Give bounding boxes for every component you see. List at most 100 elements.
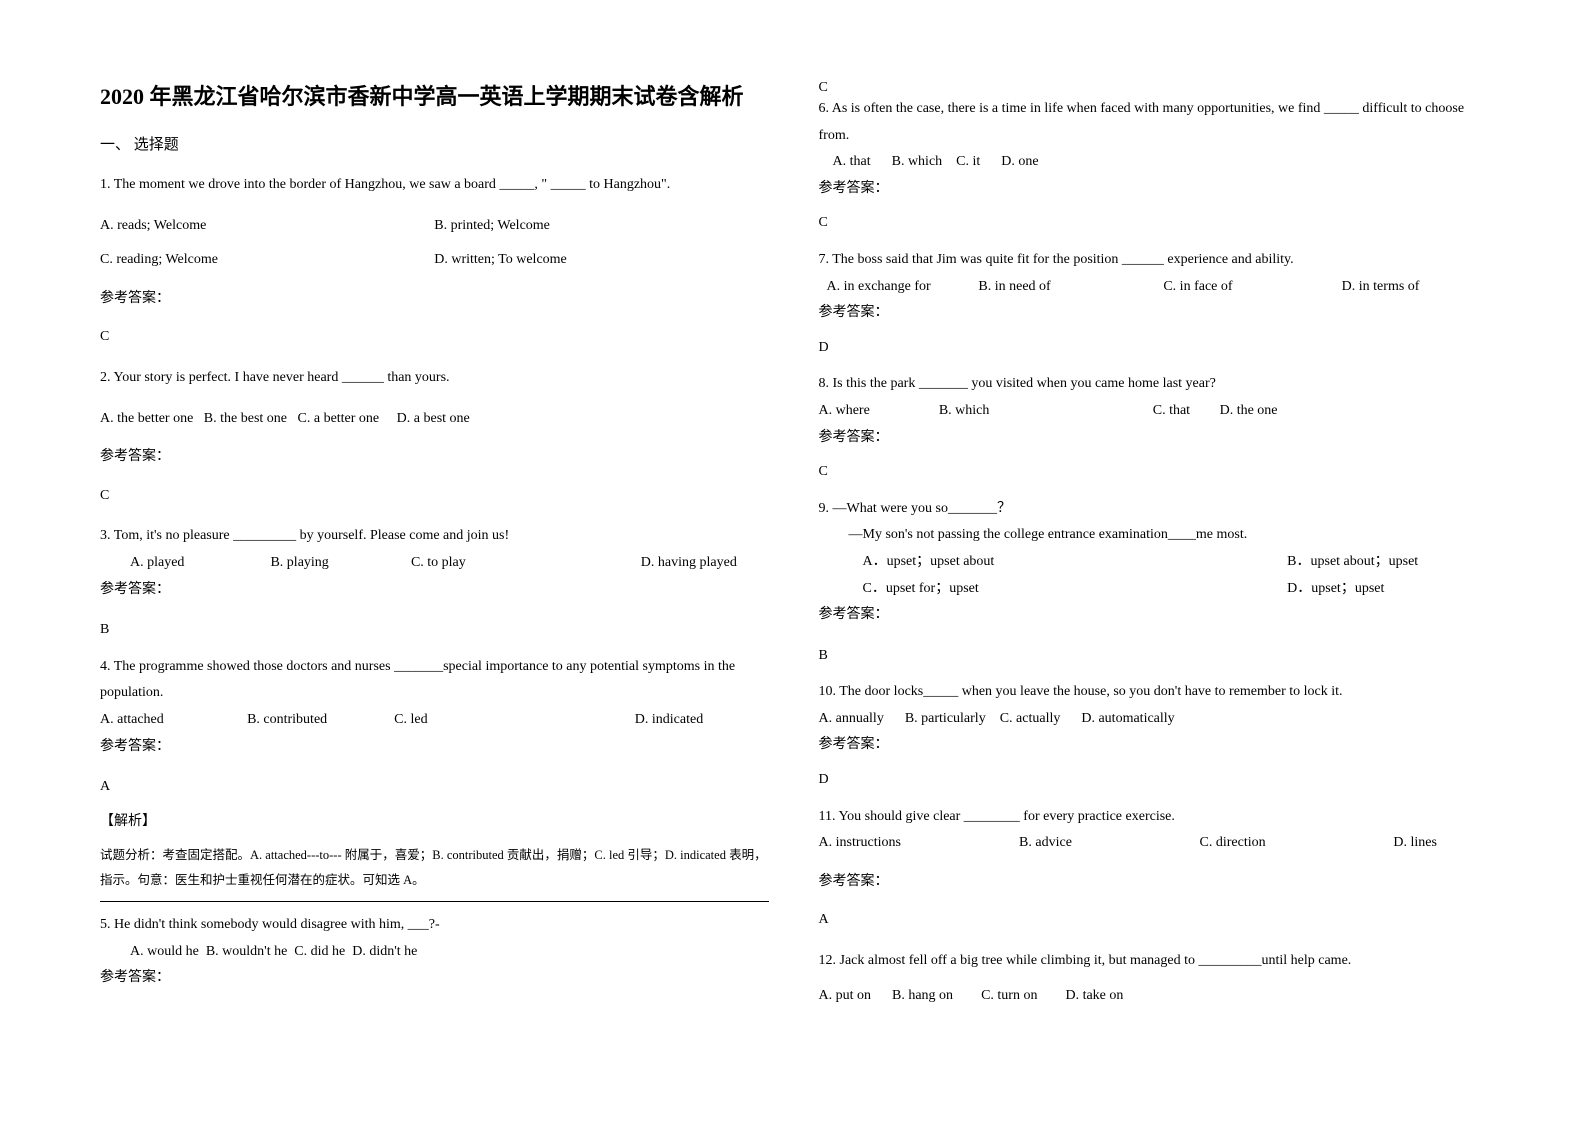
question-text: 7. The boss said that Jim was quite fit … [819,247,1488,274]
question-10: 10. The door locks_____ when you leave t… [819,679,1488,793]
option-d: D. in terms of [1342,274,1487,301]
option-a: A. that [833,149,871,176]
question-text: 11. You should give clear ________ for e… [819,804,1488,831]
option-c: C. did he [294,939,345,966]
answer-label: 参考答案： [100,286,769,313]
options-row: A. played B. playing C. to play D. havin… [100,550,769,577]
option-d: D. take on [1065,983,1123,1010]
question-11: 11. You should give clear ________ for e… [819,804,1488,934]
option-d: D. lines [1393,830,1487,857]
question-text: 2. Your story is perfect. I have never h… [100,365,769,392]
answer-label: 参考答案： [819,300,1488,327]
option-d: D. indicated [635,707,769,734]
option-b: B. particularly [905,706,986,733]
question-text: 4. The programme showed those doctors an… [100,654,769,707]
question-12: 12. Jack almost fell off a big tree whil… [819,948,1488,1009]
option-a: A. would he [130,939,199,966]
left-column: 2020 年黑龙江省哈尔滨市香新中学高一英语上学期期末试卷含解析 一、 选择题 … [100,80,769,1019]
question-text-1: 9. —What were you so_______？ [819,496,1488,523]
option-b: B. the best one [204,406,287,433]
option-b: B. advice [1019,830,1199,857]
document-title: 2020 年黑龙江省哈尔滨市香新中学高一英语上学期期末试卷含解析 [100,80,769,113]
answer-label: 参考答案： [819,176,1488,203]
option-c: C. direction [1200,830,1394,857]
option-c: C. in face of [1163,274,1341,301]
answer-label: 参考答案： [819,425,1488,452]
option-a: A. put on [819,983,872,1010]
option-c: C. a better one [298,406,380,433]
option-b: B. in need of [978,274,1163,301]
option-a: A. annually [819,706,884,733]
option-a: A. in exchange for [827,274,979,301]
answer-q5: C [819,80,1488,96]
options-row: A. the better one B. the best one C. a b… [100,406,769,433]
option-a: A. where [819,398,939,425]
options-row: C. reading; Welcome D. written; To welco… [100,247,769,274]
answer-label: 参考答案： [100,444,769,471]
question-2: 2. Your story is perfect. I have never h… [100,365,769,509]
option-b: B. printed; Welcome [434,213,768,240]
option-a: A. played [130,550,270,577]
options-row: A. where B. which C. that D. the one [819,398,1488,425]
option-b: B. wouldn't he [206,939,287,966]
answer: B [819,643,1488,670]
option-a: A. instructions [819,830,1020,857]
option-d: D．upset；upset [1287,576,1384,603]
option-c: C. actually [1000,706,1061,733]
option-a: A．upset；upset about [863,549,1288,576]
options-row: A. instructions B. advice C. direction D… [819,830,1488,857]
question-3: 3. Tom, it's no pleasure _________ by yo… [100,523,769,643]
question-9: 9. —What were you so_______？ —My son's n… [819,496,1488,670]
options-row: A. would he B. wouldn't he C. did he D. … [100,939,769,966]
option-d: D. didn't he [352,939,417,966]
answer-label: 参考答案： [819,602,1488,629]
option-d: D. having played [641,550,769,577]
analysis-label: 【解析】 [100,809,769,836]
question-6: 6. As is often the case, there is a time… [819,96,1488,237]
answer-label: 参考答案： [819,869,1488,896]
question-text: 10. The door locks_____ when you leave t… [819,679,1488,706]
option-d: D. the one [1220,398,1354,425]
analysis-text: 试题分析：考查固定搭配。A. attached---to--- 附属于，喜爱；B… [100,843,769,893]
question-text-2: —My son's not passing the college entran… [819,522,1488,549]
option-b: B. which [892,149,943,176]
answer: B [100,617,769,644]
divider-line [100,901,769,902]
option-c: C．upset for；upset [863,576,1288,603]
section-header: 一、 选择题 [100,133,769,154]
option-d: D. automatically [1081,706,1174,733]
question-4: 4. The programme showed those doctors an… [100,654,769,903]
question-text: 3. Tom, it's no pleasure _________ by yo… [100,523,769,550]
question-text: 6. As is often the case, there is a time… [819,96,1488,149]
question-text: 12. Jack almost fell off a big tree whil… [819,948,1488,975]
option-c: C. it [956,149,980,176]
answer: D [819,335,1488,362]
option-c: C. led [394,707,635,734]
option-d: D. one [1001,149,1038,176]
right-column: C 6. As is often the case, there is a ti… [819,80,1488,1019]
option-b: B. hang on [892,983,953,1010]
answer-label: 参考答案： [100,965,769,992]
option-c: C. that [1153,398,1220,425]
answer: A [100,774,769,801]
option-b: B．upset about；upset [1287,549,1418,576]
answer: C [819,210,1488,237]
option-d: D. a best one [397,406,470,433]
options-row: C．upset for；upset D．upset；upset [819,576,1488,603]
document-columns: 2020 年黑龙江省哈尔滨市香新中学高一英语上学期期末试卷含解析 一、 选择题 … [100,80,1487,1019]
answer-label: 参考答案： [100,577,769,604]
options-row: A. that B. which C. it D. one [819,149,1488,176]
option-a: A. reads; Welcome [100,213,434,240]
option-b: B. contributed [247,707,394,734]
question-text: 8. Is this the park _______ you visited … [819,371,1488,398]
options-row: A. put on B. hang on C. turn on D. take … [819,983,1488,1010]
question-7: 7. The boss said that Jim was quite fit … [819,247,1488,361]
option-c: C. to play [411,550,641,577]
answer-label: 参考答案： [819,732,1488,759]
question-1: 1. The moment we drove into the border o… [100,172,769,351]
options-row: A. in exchange for B. in need of C. in f… [819,274,1488,301]
question-text: 5. He didn't think somebody would disagr… [100,912,769,939]
options-row: A. reads; Welcome B. printed; Welcome [100,213,769,240]
options-row: A. attached B. contributed C. led D. ind… [100,707,769,734]
option-c: C. reading; Welcome [100,247,434,274]
